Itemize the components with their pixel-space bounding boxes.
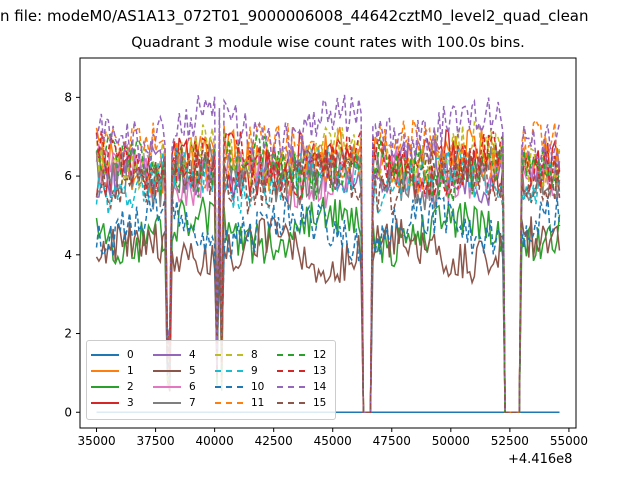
legend-item-3: 3 (91, 395, 153, 411)
legend-swatch (277, 354, 305, 356)
series-line-14 (95, 94, 561, 414)
x-tick-label: 45000 (314, 434, 352, 448)
series-line-2 (95, 196, 561, 414)
legend-swatch (215, 386, 243, 388)
legend-item-8: 8 (215, 347, 277, 363)
legend-label: 15 (313, 397, 327, 409)
legend-swatch (153, 370, 181, 372)
legend-label: 14 (313, 381, 327, 393)
x-tick-label: 52500 (491, 434, 529, 448)
series-line-10 (95, 194, 561, 414)
legend-label: 6 (189, 381, 196, 393)
series-line-9 (95, 145, 561, 414)
legend-label: 0 (127, 349, 134, 361)
legend-label: 8 (251, 349, 258, 361)
legend-item-6: 6 (153, 379, 215, 395)
x-tick-label: 37500 (136, 434, 174, 448)
x-tick-label: 35000 (77, 434, 115, 448)
x-tick-label: 55000 (550, 434, 588, 448)
legend-label: 5 (189, 365, 196, 377)
x-tick-label: 40000 (196, 434, 234, 448)
legend-swatch (91, 370, 119, 372)
legend-item-0: 0 (91, 347, 153, 363)
axes-frame (79, 57, 577, 429)
legend-swatch (215, 354, 243, 356)
legend-item-11: 11 (215, 395, 277, 411)
series-line-13 (95, 129, 561, 414)
y-tick-label: 8 (64, 90, 72, 104)
legend-item-4: 4 (153, 347, 215, 363)
legend-swatch (277, 370, 305, 372)
legend-label: 11 (251, 397, 265, 409)
legend-label: 10 (251, 381, 265, 393)
legend-swatch (91, 354, 119, 356)
legend-label: 12 (313, 349, 327, 361)
legend-item-1: 1 (91, 363, 153, 379)
legend-label: 2 (127, 381, 134, 393)
legend-swatch (91, 402, 119, 404)
legend-label: 9 (251, 365, 258, 377)
legend-item-12: 12 (277, 347, 339, 363)
chart-legend: 0 1 2 3 4 5 6 7 8 9 10 11 12 13 14 15 (86, 340, 336, 420)
y-tick-label: 0 (64, 405, 72, 419)
legend-item-13: 13 (277, 363, 339, 379)
x-axis: 35000 37500 40000 42500 45000 47500 50000 52500… (77, 428, 588, 448)
x-tick-label: 47500 (373, 434, 411, 448)
legend-label: 1 (127, 365, 134, 377)
x-tick-label: 50000 (432, 434, 470, 448)
y-tick-label: 2 (64, 327, 72, 341)
series-line-15 (95, 145, 561, 414)
legend-swatch (215, 370, 243, 372)
legend-label: 7 (189, 397, 196, 409)
x-offset-label: +4.416e8 (508, 452, 573, 467)
legend-swatch (277, 386, 305, 388)
legend-label: 3 (127, 397, 134, 409)
legend-item-7: 7 (153, 395, 215, 411)
legend-swatch (91, 386, 119, 388)
figure-suptitle: n file: modeM0/AS1A13_072T01_9000006008_… (0, 7, 589, 25)
y-tick-label: 4 (64, 248, 72, 262)
legend-swatch (153, 402, 181, 404)
legend-item-10: 10 (215, 379, 277, 395)
chart-title: Quadrant 3 module wise count rates with … (131, 35, 525, 51)
y-tick-label: 6 (64, 169, 72, 183)
legend-item-15: 15 (277, 395, 339, 411)
legend-item-14: 14 (277, 379, 339, 395)
y-axis: 0 2 4 6 8 (64, 90, 80, 419)
legend-item-9: 9 (215, 363, 277, 379)
legend-swatch (153, 386, 181, 388)
legend-label: 13 (313, 365, 327, 377)
series-line-11 (95, 118, 561, 414)
x-tick-label: 42500 (255, 434, 293, 448)
legend-swatch (153, 354, 181, 356)
legend-label: 4 (189, 349, 196, 361)
series-layer (95, 94, 561, 414)
legend-item-5: 5 (153, 363, 215, 379)
legend-swatch (277, 402, 305, 404)
legend-item-2: 2 (91, 379, 153, 395)
legend-swatch (215, 402, 243, 404)
